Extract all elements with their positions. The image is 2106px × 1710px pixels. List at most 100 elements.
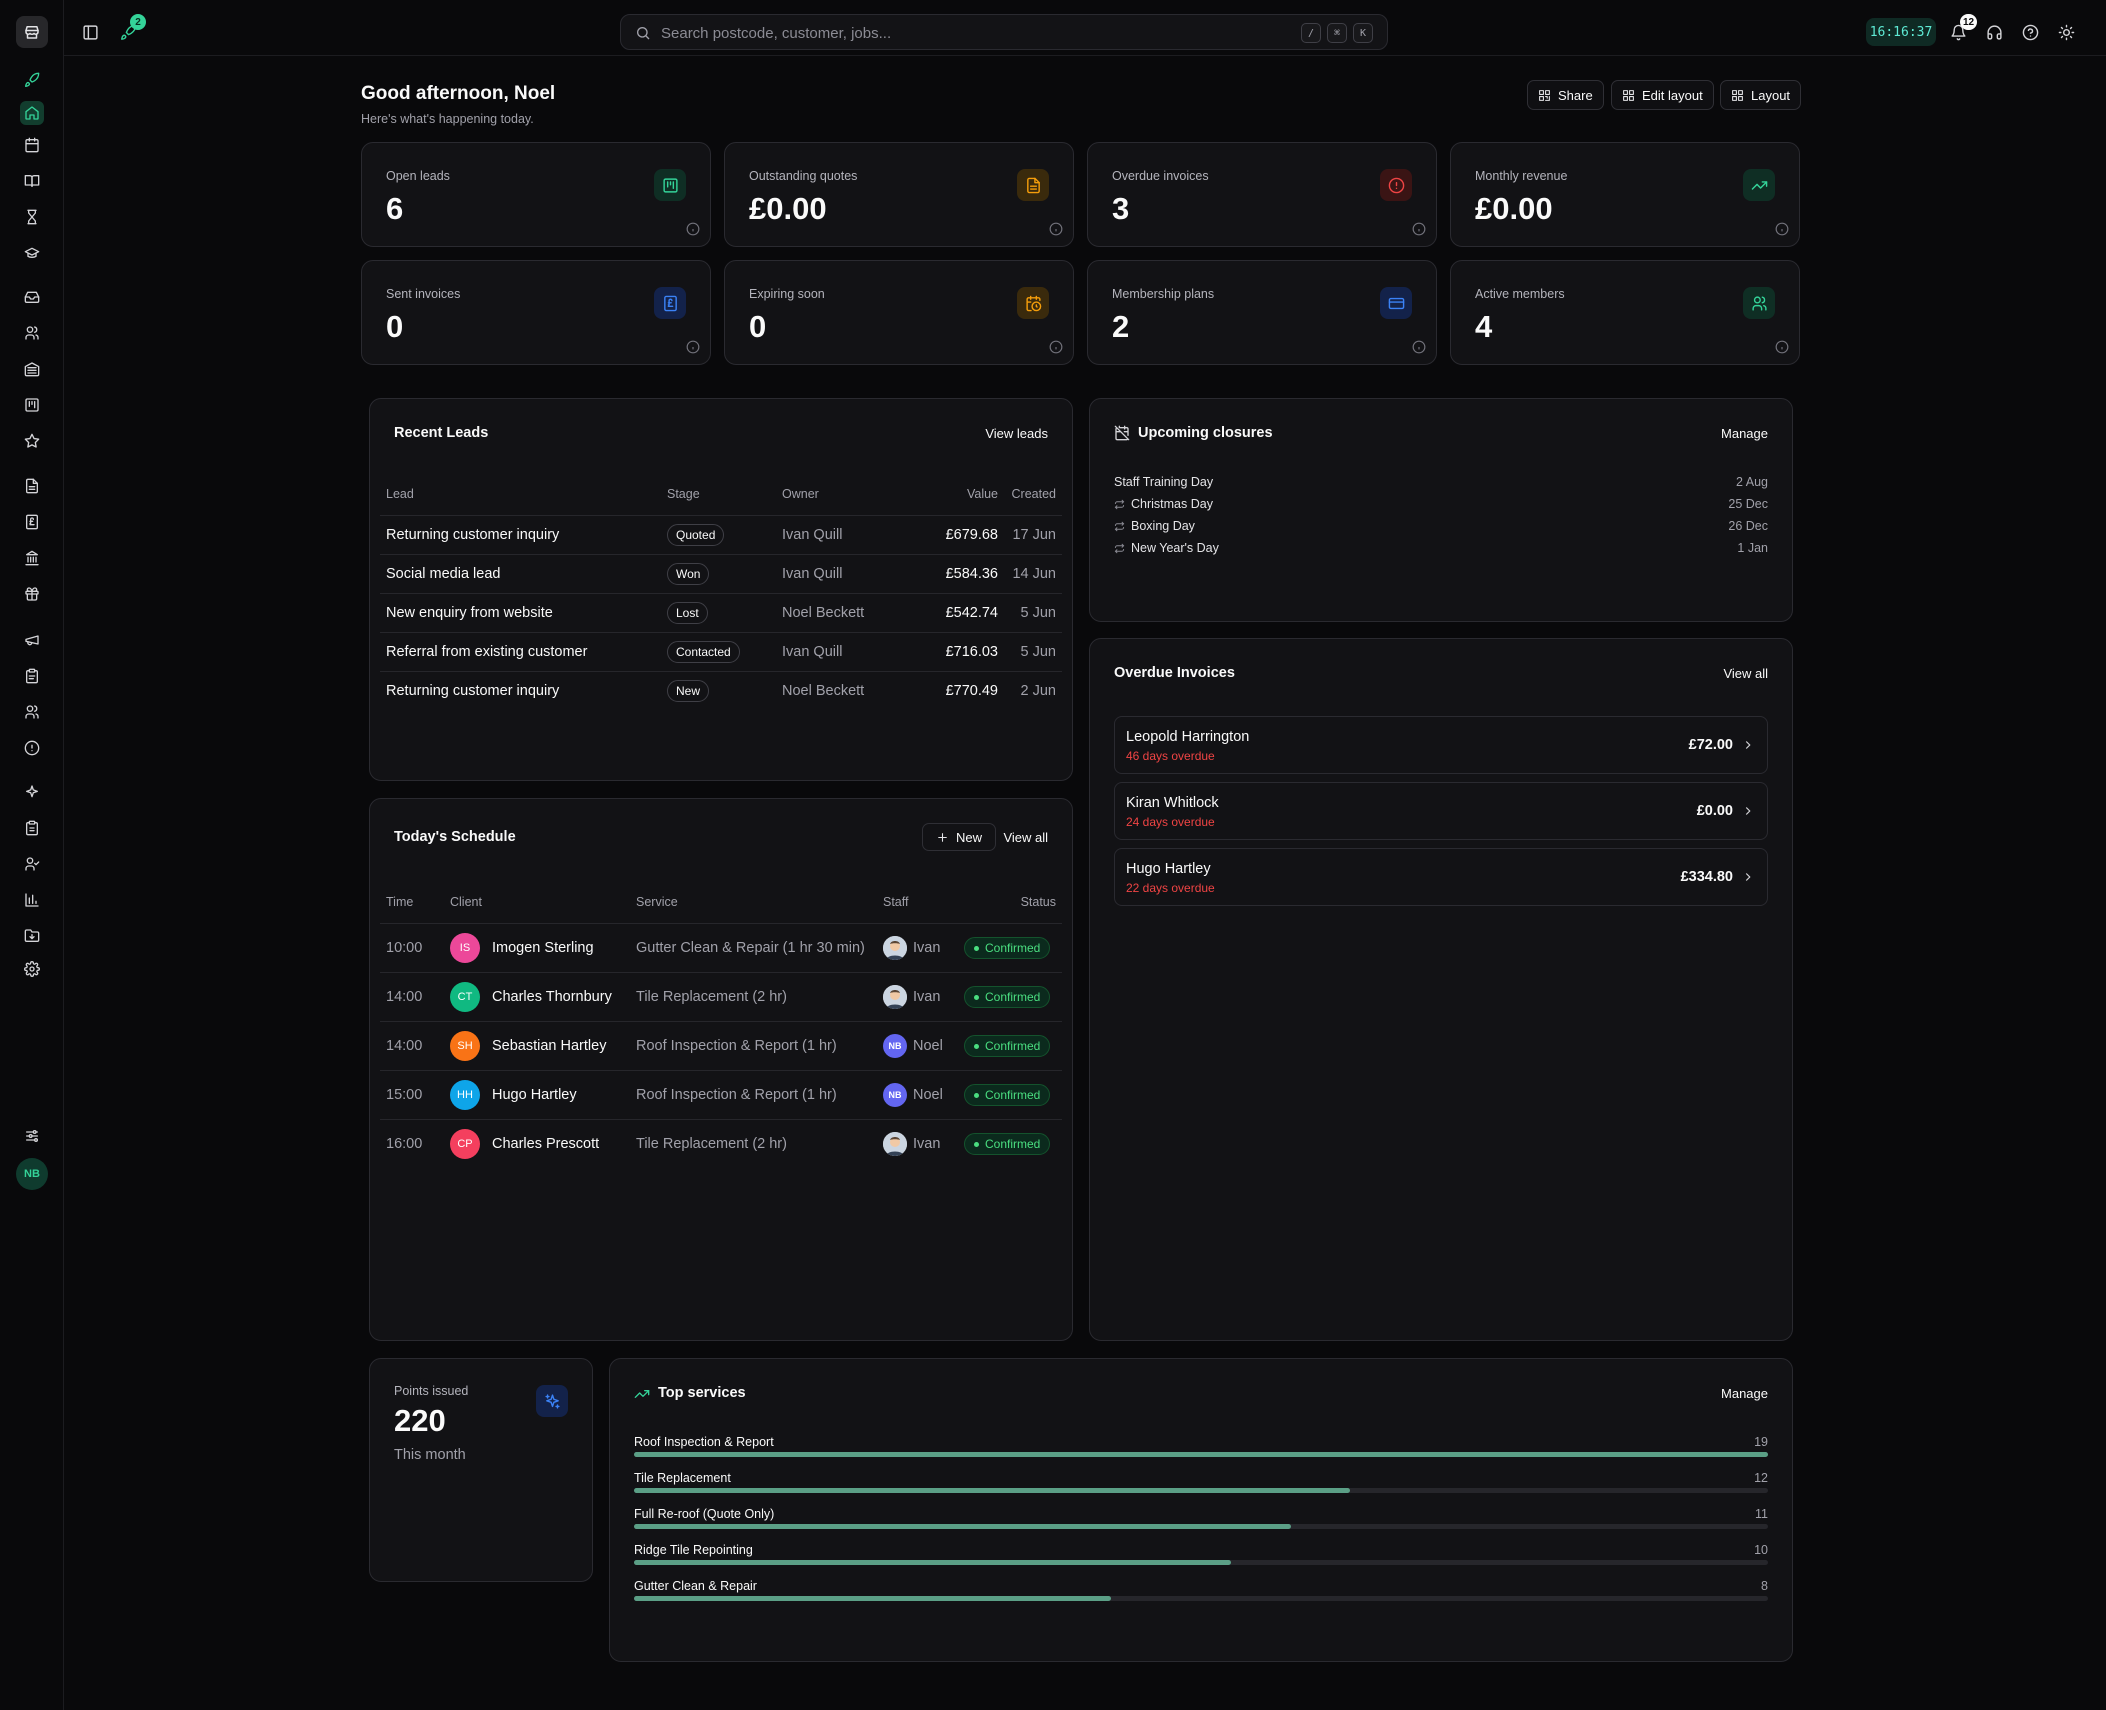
view-leads-link[interactable]: View leads [985, 426, 1048, 441]
table-row[interactable]: Returning customer inquiry New Noel Beck… [380, 671, 1062, 710]
info-icon[interactable] [1775, 222, 1789, 236]
users-icon[interactable] [20, 321, 44, 345]
inbox-icon[interactable] [20, 285, 44, 309]
service-bar-track [634, 1560, 1768, 1565]
calendar-icon[interactable] [20, 133, 44, 157]
file-text-icon[interactable] [20, 474, 44, 498]
schedule-row[interactable]: 14:00 CT Charles Thornbury Tile Replacem… [380, 972, 1062, 1021]
stat-card-membership-plans[interactable]: Membership plans 2 [1087, 260, 1437, 365]
view-all-overdue-link[interactable]: View all [1723, 666, 1768, 681]
edit-layout-button[interactable]: Edit layout [1611, 80, 1714, 110]
stat-card-overdue-invoices[interactable]: Overdue invoices 3 [1087, 142, 1437, 247]
bank-icon[interactable] [20, 546, 44, 570]
info-icon[interactable] [1412, 222, 1426, 236]
lead-owner: Ivan Quill [782, 644, 843, 660]
layout-grid-icon [1623, 89, 1634, 101]
schedule-row[interactable]: 10:00 IS Imogen Sterling Gutter Clean & … [380, 923, 1062, 972]
schedule-row[interactable]: 16:00 CP Charles Prescott Tile Replaceme… [380, 1119, 1062, 1168]
info-icon[interactable] [1412, 340, 1426, 354]
user-check-icon[interactable] [20, 852, 44, 876]
leads-board-icon [654, 169, 686, 201]
schedule-row[interactable]: 15:00 HH Hugo Hartley Roof Inspection & … [380, 1070, 1062, 1119]
stat-card-expiring-soon[interactable]: Expiring soon 0 [724, 260, 1074, 365]
closure-name: New Year's Day [1131, 541, 1219, 555]
table-row[interactable]: Referral from existing customer Contacte… [380, 632, 1062, 671]
bell-icon[interactable] [1946, 20, 1970, 44]
sidebar-toggle-icon[interactable] [78, 20, 102, 44]
kanban-icon[interactable] [20, 393, 44, 417]
rocket-icon[interactable] [20, 68, 44, 92]
service-bar-fill [634, 1452, 1768, 1457]
service-name: Ridge Tile Repointing [634, 1543, 753, 1557]
sliders-icon[interactable] [20, 1124, 44, 1148]
star-icon[interactable] [20, 429, 44, 453]
service-name: Tile Replacement [634, 1471, 731, 1485]
col-status: Status [1020, 895, 1056, 909]
panel-title: Recent Leads [394, 425, 489, 441]
search-input[interactable] [661, 22, 1261, 44]
team-icon[interactable] [20, 700, 44, 724]
points-label: Points issued [394, 1384, 469, 1398]
manage-services-link[interactable]: Manage [1721, 1386, 1768, 1401]
top-services-panel: Top services Manage Roof Inspection & Re… [609, 1358, 1793, 1662]
col-owner[interactable]: Owner [782, 487, 819, 501]
lead-name: New enquiry from website [386, 605, 553, 621]
overdue-invoice-card[interactable]: Hugo Hartley 22 days overdue £334.80 [1114, 848, 1768, 906]
client-name: Charles Thornbury [492, 989, 612, 1005]
info-icon[interactable] [1049, 222, 1063, 236]
col-value[interactable]: Value [966, 487, 998, 501]
book-open-icon[interactable] [20, 169, 44, 193]
manage-closures-link[interactable]: Manage [1721, 426, 1768, 441]
settings-gear-icon[interactable] [20, 957, 44, 981]
share-button[interactable]: Share [1527, 80, 1604, 110]
graduation-cap-icon[interactable] [20, 241, 44, 265]
clipboard-icon[interactable] [20, 664, 44, 688]
points-period: This month [394, 1447, 466, 1463]
info-icon[interactable] [1775, 340, 1789, 354]
warehouse-icon[interactable] [20, 357, 44, 381]
help-circle-icon[interactable] [2018, 20, 2042, 44]
headset-icon[interactable] [1982, 20, 2006, 44]
user-avatar[interactable]: NB [16, 1158, 48, 1190]
col-created[interactable]: Created [1011, 487, 1056, 501]
stat-card-outstanding-quotes[interactable]: Outstanding quotes £0.00 [724, 142, 1074, 247]
invoice-pound-icon[interactable] [20, 510, 44, 534]
overdue-invoice-card[interactable]: Leopold Harrington 46 days overdue £72.0… [1114, 716, 1768, 774]
bar-chart-icon[interactable] [20, 888, 44, 912]
hourglass-icon[interactable] [20, 205, 44, 229]
stat-card-open-leads[interactable]: Open leads 6 [361, 142, 711, 247]
folder-icon[interactable] [20, 924, 44, 948]
overdue-invoice-card[interactable]: Kiran Whitlock 24 days overdue £0.00 [1114, 782, 1768, 840]
rocket-badge: 2 [130, 14, 146, 30]
client-name: Sebastian Hartley [492, 1038, 607, 1054]
col-lead[interactable]: Lead [386, 487, 414, 501]
service-bar-track [634, 1596, 1768, 1601]
stat-card-active-members[interactable]: Active members 4 [1450, 260, 1800, 365]
schedule-row[interactable]: 14:00 SH Sebastian Hartley Roof Inspecti… [380, 1021, 1062, 1070]
sun-icon[interactable] [2054, 20, 2078, 44]
new-appointment-button[interactable]: New [922, 823, 996, 851]
appt-time: 15:00 [386, 1087, 423, 1103]
alert-circle-icon[interactable] [20, 736, 44, 760]
info-icon[interactable] [686, 340, 700, 354]
home-icon[interactable] [20, 101, 44, 125]
gift-icon[interactable] [20, 582, 44, 606]
info-icon[interactable] [1049, 340, 1063, 354]
col-time: Time [386, 895, 414, 909]
stat-card-monthly-revenue[interactable]: Monthly revenue £0.00 [1450, 142, 1800, 247]
table-row[interactable]: Returning customer inquiry Quoted Ivan Q… [380, 515, 1062, 554]
view-all-schedule-link[interactable]: View all [1003, 830, 1048, 845]
store-logo-icon[interactable] [16, 16, 48, 48]
megaphone-icon[interactable] [20, 628, 44, 652]
stat-card-sent-invoices[interactable]: Sent invoices 0 [361, 260, 711, 365]
table-row[interactable]: Social media lead Won Ivan Quill £584.36… [380, 554, 1062, 593]
sparkles-icon[interactable] [20, 780, 44, 804]
layout-button[interactable]: Layout [1720, 80, 1802, 110]
stat-value: 2 [1112, 309, 1130, 344]
table-row[interactable]: New enquiry from website Lost Noel Becke… [380, 593, 1062, 632]
info-icon[interactable] [686, 222, 700, 236]
clipboard-list-icon[interactable] [20, 816, 44, 840]
col-stage[interactable]: Stage [667, 487, 700, 501]
lead-value: £542.74 [945, 605, 998, 621]
search-bar[interactable]: / ⌘ K [620, 14, 1388, 50]
